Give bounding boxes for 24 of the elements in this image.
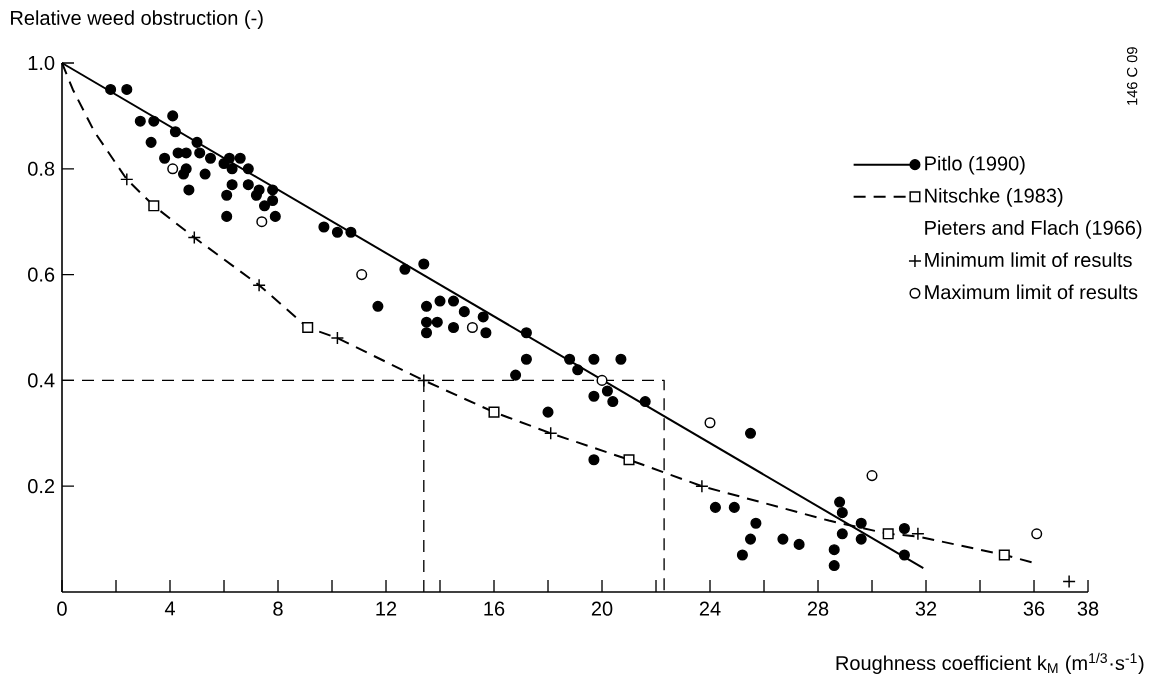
y-axis-title: Relative weed obstruction (-) [11, 10, 263, 29]
y-tick-label: 0.8 [28, 161, 55, 176]
y-tick-label: 0.2 [28, 479, 55, 494]
x-tick-label: 20 [591, 601, 613, 616]
y-tick-label: 1.0 [28, 55, 55, 71]
x-tick-label: 38 [1077, 601, 1099, 616]
x-tick-label: 32 [915, 601, 937, 616]
x-tick-label: 0 [57, 601, 67, 616]
text: 146 C 09 [1126, 47, 1138, 105]
annotation: Pieters and Flach (1966) [925, 220, 1142, 239]
x-tick-label: 24 [699, 601, 721, 616]
x-tick-label: 12 [376, 601, 397, 616]
x-tick-label: 28 [807, 601, 829, 616]
x-tick-label: 4 [164, 601, 175, 616]
x-tick-label: 36 [1023, 601, 1045, 616]
legend-label: Pitlo (1990) [925, 155, 1025, 175]
x-tick-label: 8 [273, 601, 283, 616]
legend-label: Maximum limit of results [925, 284, 1138, 300]
x-axis-title: Roughness coefficient k$_{M}$ (m$^{1/3}$·s$^{-1}$) [836, 652, 1144, 675]
legend-label: Minimum limit of results [925, 252, 1132, 268]
legend-label: Nitschke (1983) [925, 188, 1063, 207]
y-tick-label: 0.4 [28, 373, 55, 388]
y-tick-label: 0.6 [28, 267, 55, 282]
x-tick-label: 16 [484, 601, 505, 616]
